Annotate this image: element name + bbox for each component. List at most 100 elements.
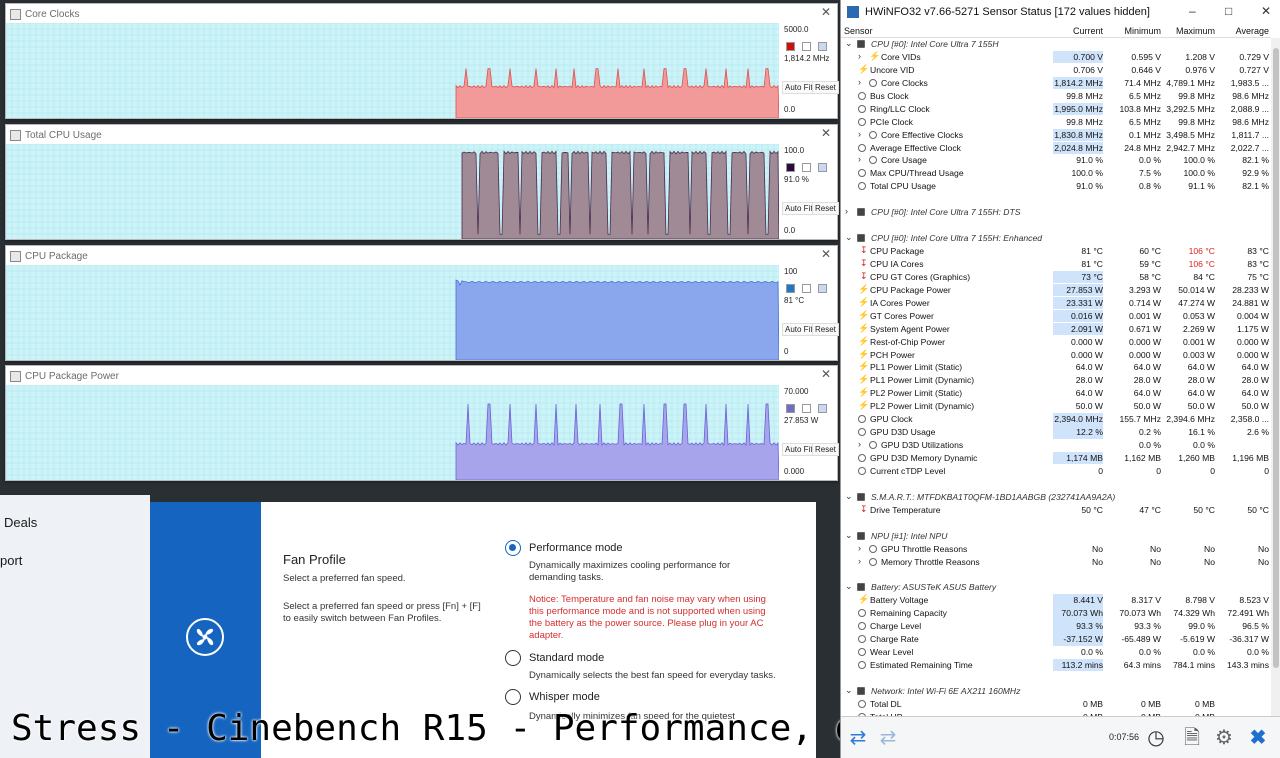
sensor-row[interactable]: ⚡ CPU Package Power 27.853 W 3.293 W 50.014 … xyxy=(841,283,1271,297)
expand-down-icon[interactable]: ⌄ xyxy=(845,529,853,540)
sensor-row[interactable]: Remaining Capacity 70.073 Wh 70.073 Wh 74.3… xyxy=(841,607,1271,620)
auto-fit-button[interactable]: Auto Fit xyxy=(782,443,816,456)
sensor-row[interactable]: › ⚡ Core VIDs 0.700 V 0.595 V 1.208 V 0.729 V xyxy=(841,50,1271,64)
performance-mode-radio[interactable] xyxy=(505,540,521,556)
sensor-group[interactable]: › CPU [#0]: Intel Core Ultra 7 155H: DTS xyxy=(841,206,1271,219)
expand-down-icon[interactable]: ⌄ xyxy=(845,232,853,243)
sensor-row[interactable]: ⚡ PL2 Power Limit (Static) 64.0 W 64.0 W 64.… xyxy=(841,387,1271,400)
sensor-row[interactable]: Average Effective Clock 2,024.8 MHz 24.8 M… xyxy=(841,141,1271,155)
reset-button[interactable]: Reset xyxy=(812,443,839,456)
expand-right-icon[interactable]: › xyxy=(845,206,848,217)
background-item-support[interactable]: port xyxy=(0,553,23,568)
exit-icon[interactable]: ✖ xyxy=(1249,727,1267,749)
sensor-group[interactable]: ⌄ CPU [#0]: Intel Core Ultra 7 155H: Enha… xyxy=(841,232,1271,245)
scrollbar-thumb[interactable] xyxy=(1273,48,1279,668)
sensor-row[interactable]: › Memory Throttle Reasons No No No No xyxy=(841,556,1271,569)
graph-window-1[interactable]: Total CPU Usage ✕ 100.0 0.0 91.0 % Auto Fit Re… xyxy=(5,124,839,240)
graph-close-icon[interactable]: ✕ xyxy=(820,5,831,19)
standard-mode-radio[interactable] xyxy=(505,650,521,666)
expand-down-icon[interactable]: ⌄ xyxy=(845,684,853,695)
expand-right-icon[interactable]: › xyxy=(858,76,861,87)
sensor-row[interactable]: ⚡ System Agent Power 2.091 W 0.671 W 2.269 W… xyxy=(841,322,1271,336)
sensor-row[interactable]: GPU D3D Usage 12.2 % 0.2 % 16.1 % 2.6 % xyxy=(841,426,1271,439)
expand-down-icon[interactable]: ⌄ xyxy=(845,38,853,48)
graph-window-0[interactable]: Core Clocks ✕ 5000.0 0.0 1,814.2 MHz Auto Fit… xyxy=(5,3,839,119)
scrollbar[interactable] xyxy=(1271,38,1280,716)
sensor-row[interactable]: › Core Clocks 1,814.2 MHz 71.4 MHz 4,789.1 M… xyxy=(841,76,1271,90)
sensor-row[interactable]: PCIe Clock 99.8 MHz 6.5 MHz 99.8 MHz 98.6 MH… xyxy=(841,116,1271,129)
sensor-row[interactable]: GPU D3D Memory Dynamic 1,174 MB 1,162 MB 1,… xyxy=(841,452,1271,465)
graph-window-3[interactable]: CPU Package Power ✕ 70.000 0.000 27.853 W Aut… xyxy=(5,365,839,481)
sensor-row[interactable]: ↧ CPU Package 81 °C 60 °C 106 °C 83 °C xyxy=(841,245,1271,258)
graph-swatch-2[interactable] xyxy=(802,404,811,413)
graph-close-icon[interactable]: ✕ xyxy=(820,126,831,140)
nav-forward-icon[interactable]: ⇄ xyxy=(879,727,897,749)
report-icon[interactable]: 🗎 xyxy=(1183,727,1201,749)
graph-swatch-3[interactable] xyxy=(818,284,827,293)
close-button[interactable]: ✕ xyxy=(1261,4,1272,18)
graph-color-swatch[interactable] xyxy=(786,163,795,172)
sensor-row[interactable]: Wear Level 0.0 % 0.0 % 0.0 % 0.0 % xyxy=(841,646,1271,659)
col-sensor[interactable]: Sensor xyxy=(844,26,873,36)
reset-button[interactable]: Reset xyxy=(812,202,839,215)
sensor-row[interactable]: ⚡ PL2 Power Limit (Dynamic) 50.0 W 50.0 W 50… xyxy=(841,400,1271,413)
graph-swatch-2[interactable] xyxy=(802,42,811,51)
settings-gear-icon[interactable]: ⚙ xyxy=(1215,727,1233,749)
col-current[interactable]: Current xyxy=(1072,26,1103,36)
sensor-row[interactable]: ⚡ PL1 Power Limit (Dynamic) 28.0 W 28.0 W 28… xyxy=(841,374,1271,387)
sensor-list[interactable]: ⌄ CPU [#0]: Intel Core Ultra 7 155H › ⚡ Core… xyxy=(841,38,1271,716)
reset-button[interactable]: Reset xyxy=(812,323,839,336)
sensor-row[interactable]: ⚡ PL1 Power Limit (Static) 64.0 W 64.0 W 64.… xyxy=(841,361,1271,374)
expand-down-icon[interactable]: ⌄ xyxy=(845,490,853,501)
graph-color-swatch[interactable] xyxy=(786,42,795,51)
sensor-row[interactable]: ⚡ PCH Power 0.000 W 0.000 W 0.003 W 0.000 W xyxy=(841,349,1271,362)
sensor-row[interactable]: Bus Clock 99.8 MHz 6.5 MHz 99.8 MHz 98.6 MHz xyxy=(841,90,1271,103)
sensor-row[interactable]: ↧ CPU IA Cores 81 °C 59 °C 106 °C 83 °C xyxy=(841,258,1271,271)
graph-color-swatch[interactable] xyxy=(786,284,795,293)
sensor-row[interactable]: Ring/LLC Clock 1,995.0 MHz 103.8 MHz 3,292.… xyxy=(841,102,1271,116)
graph-swatch-2[interactable] xyxy=(802,163,811,172)
sensor-row[interactable]: ⚡ GT Cores Power 0.016 W 0.001 W 0.053 W 0.00… xyxy=(841,309,1271,323)
col-maximum[interactable]: Maximum xyxy=(1175,26,1215,36)
sensor-row[interactable]: ⚡ IA Cores Power 23.331 W 0.714 W 47.274 W 24… xyxy=(841,296,1271,310)
sensor-row[interactable]: Total UP0 MB0 MB0 MB xyxy=(841,711,1271,716)
nav-back-icon[interactable]: ⇄ xyxy=(849,727,867,749)
sensor-row[interactable]: ↧ CPU GT Cores (Graphics) 73 °C 58 °C 84 °C 7… xyxy=(841,270,1271,284)
expand-right-icon[interactable]: › xyxy=(858,128,861,139)
sensor-row[interactable]: Charge Level 93.3 % 93.3 % 99.0 % 96.5 % xyxy=(841,620,1271,633)
sensor-row[interactable]: Estimated Remaining Time 113.2 mins 64.3 m… xyxy=(841,659,1271,672)
maximize-button[interactable]: □ xyxy=(1225,4,1233,18)
graph-swatch-3[interactable] xyxy=(818,163,827,172)
auto-fit-button[interactable]: Auto Fit xyxy=(782,202,816,215)
sensor-row[interactable]: Charge Rate -37.152 W -65.489 W -5.619 W -36… xyxy=(841,633,1271,646)
reset-button[interactable]: Reset xyxy=(812,81,839,94)
auto-fit-button[interactable]: Auto Fit xyxy=(782,323,816,336)
graph-close-icon[interactable]: ✕ xyxy=(820,367,831,381)
sensor-row[interactable]: ⚡ Uncore VID 0.706 V 0.646 V 0.976 V 0.727 V xyxy=(841,64,1271,77)
sensor-row[interactable]: ⚡ Battery Voltage 8.441 V 8.317 V 8.798 V 8.5… xyxy=(841,594,1271,607)
sensor-row[interactable]: › Core Usage 91.0 % 0.0 % 100.0 % 82.1 % xyxy=(841,154,1271,167)
sensor-row[interactable]: ⚡ Rest-of-Chip Power 0.000 W 0.000 W 0.001 W… xyxy=(841,336,1271,349)
graph-swatch-3[interactable] xyxy=(818,42,827,51)
sensor-row[interactable]: Total CPU Usage 91.0 % 0.8 % 91.1 % 82.1 % xyxy=(841,180,1271,193)
sensor-group[interactable]: ⌄ Battery: ASUSTeK ASUS Battery xyxy=(841,581,1271,594)
sensor-row[interactable]: GPU Clock 2,394.0 MHz 155.7 MHz 2,394.6 MHz… xyxy=(841,413,1271,426)
sensor-row[interactable]: › GPU Throttle Reasons No No No No xyxy=(841,543,1271,556)
sensor-group[interactable]: ⌄ S.M.A.R.T.: MTFDKBA1T0QFM-1BD1AABGB (23… xyxy=(841,491,1271,504)
sensor-row[interactable]: ↧ Drive Temperature 50 °C 47 °C 50 °C 50 °C xyxy=(841,504,1271,517)
minimize-button[interactable]: – xyxy=(1189,4,1196,18)
graph-swatch-2[interactable] xyxy=(802,284,811,293)
expand-right-icon[interactable]: › xyxy=(858,50,861,61)
auto-fit-button[interactable]: Auto Fit xyxy=(782,81,816,94)
expand-right-icon[interactable]: › xyxy=(858,542,861,553)
col-average[interactable]: Average xyxy=(1235,26,1269,36)
graph-close-icon[interactable]: ✕ xyxy=(820,247,831,261)
expand-right-icon[interactable]: › xyxy=(858,439,861,450)
col-minimum[interactable]: Minimum xyxy=(1124,26,1161,36)
sensor-row[interactable]: Max CPU/Thread Usage 100.0 % 7.5 % 100.0 % 9… xyxy=(841,167,1271,180)
background-item-deals[interactable]: Deals xyxy=(4,515,38,530)
whisper-mode-radio[interactable] xyxy=(505,689,521,705)
sensor-row[interactable]: › Core Effective Clocks 1,830.8 MHz 0.1 MHz… xyxy=(841,128,1271,142)
graph-swatch-3[interactable] xyxy=(818,404,827,413)
sensor-group[interactable]: ⌄ NPU [#1]: Intel NPU xyxy=(841,530,1271,543)
